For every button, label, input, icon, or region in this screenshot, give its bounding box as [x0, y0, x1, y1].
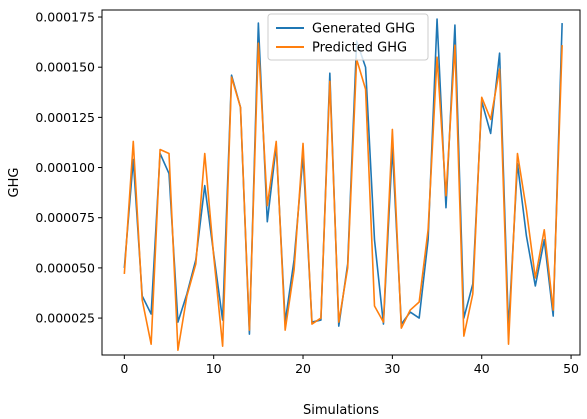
series-line-predicted: [123, 42, 563, 351]
x-tick-label: 30: [384, 361, 400, 376]
y-tick-label: 0.000075: [35, 210, 95, 225]
plot-area: [123, 18, 563, 351]
plot-frame: [101, 9, 581, 356]
y-tick-label: 0.000100: [35, 160, 95, 175]
x-tick-label: 50: [563, 361, 579, 376]
y-tick-label: 0.000025: [35, 311, 95, 326]
x-axis-ticks: 0 10 20 30 40 50: [120, 355, 579, 376]
y-tick-label: 0.000050: [35, 260, 95, 275]
y-tick-label: 0.000125: [35, 110, 95, 125]
x-tick-label: 10: [206, 361, 222, 376]
x-axis-label: Simulations: [303, 403, 379, 418]
x-tick-label: 20: [295, 361, 311, 376]
y-axis-ticks: 0.000025 0.000050 0.000075 0.000100 0.000125…: [35, 10, 102, 326]
y-tick-label: 0.000150: [35, 60, 95, 75]
y-axis-label: GHG: [7, 168, 22, 198]
legend-label: Predicted GHG: [312, 41, 407, 56]
legend-label: Generated GHG: [312, 22, 415, 37]
x-tick-label: 40: [474, 361, 490, 376]
legend-box: [267, 13, 429, 61]
y-tick-label: 0.000175: [35, 10, 95, 25]
x-tick-label: 0: [120, 361, 128, 376]
legend: Generated GHG Predicted GHG: [267, 13, 429, 61]
